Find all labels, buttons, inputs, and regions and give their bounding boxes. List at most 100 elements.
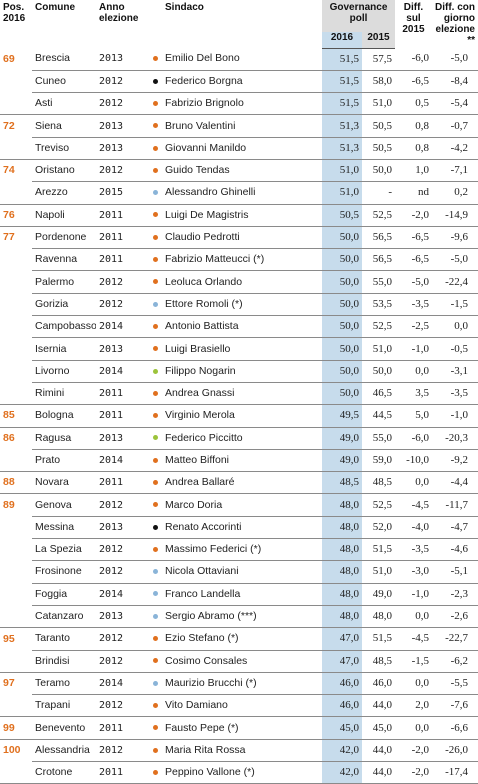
comune-cell: Treviso [32,137,96,160]
rank-cell [0,70,32,92]
header-pos: Pos. 2016 [0,0,32,48]
diff-2015-cell: -6,0 [395,427,432,450]
sindaco-cell: Federico Borgna [162,70,322,94]
rank-cell: 88 [0,471,32,495]
governance-2015-cell: 48,5 [362,471,395,495]
governance-2015-cell: 56,5 [362,226,395,250]
governance-2015-cell: 50,5 [362,137,395,160]
header-diff: Diff. sul 2015 [395,0,432,48]
anno-cell: 2013 [96,114,148,138]
header-row-top: Pos. 2016 Comune Anno elezione Sindaco Gov… [0,0,478,46]
diff-election-day-cell: -5,0 [432,48,478,71]
anno-cell: 2012 [96,159,148,183]
rank-cell: 77 [3,231,15,244]
party-dot-cell [148,315,162,339]
party-dot-cell [148,583,162,606]
table-row: 99 Benevento 2011 Fausto Pepe (*) 45,0 45,0 0,… [0,716,478,740]
rank-cell [0,382,32,406]
diff-election-day-cell: -17,4 [432,761,478,784]
diff-2015-cell: -6,0 [395,48,432,71]
party-dot-cell [148,293,162,317]
diff-2015-cell: -3,0 [395,560,432,584]
party-dot-cell [148,92,162,116]
party-dot-icon [152,435,158,441]
party-dot-icon [152,123,158,129]
sindaco-cell: Antonio Battista [162,315,322,339]
rank-cell [0,650,32,673]
table-row: Treviso 2013 Giovanni Manildo 51,3 50,5 0,8 -4… [0,137,478,160]
governance-2015-cell: 50,0 [362,360,395,383]
anno-cell: 2012 [96,694,148,718]
rank-cell [0,539,32,561]
party-dot-cell [148,226,162,250]
comune-cell: Messina [32,516,96,540]
diff-2015-cell: -6,5 [395,226,432,250]
sindaco-cell: Fausto Pepe (*) [162,716,322,740]
governance-2016-cell: 50,0 [322,315,362,339]
header-governance: Governance poll [322,0,395,32]
table-row: La Spezia 2012 Massimo Federici (*) 48,0 51,… [0,538,478,562]
rank-cell [0,316,32,338]
anno-cell: 2014 [96,583,148,606]
sindaco-cell: Alessandro Ghinelli [162,181,322,205]
table-row: 88 Novara 2011 Andrea Ballaré 48,5 48,5 0,0 -4,… [0,471,478,495]
anno-cell: 2012 [96,739,148,763]
comune-cell: Alessandria [32,739,96,763]
party-dot-cell [148,114,162,138]
header-diff-label3: 2015 [402,24,425,35]
anno-cell: 2012 [96,538,148,562]
comune-cell: La Spezia [32,538,96,562]
diff-election-day-cell: -4,6 [432,538,478,562]
governance-2016-cell: 50,0 [322,337,362,361]
header-comune: Comune [32,0,96,48]
header-comune-label: Comune [35,2,75,13]
diff-2015-cell: -10,0 [395,449,432,473]
party-dot-cell [148,493,162,517]
diff-2015-cell: 0,0 [395,360,432,383]
diff-2015-cell: -4,5 [395,627,432,651]
governance-2015-cell: 51,0 [362,560,395,584]
comune-cell: Livorno [32,360,96,383]
anno-cell: 2011 [96,248,148,272]
diff-2015-cell: -2,5 [395,315,432,339]
diff-election-day-cell: -3,5 [432,382,478,406]
governance-2016-cell: 48,0 [322,560,362,584]
party-dot-icon [152,546,158,552]
rank-cell: 97 [3,677,15,690]
governance-2015-cell: 59,0 [362,449,395,473]
diff-election-day-cell: -22,7 [432,627,478,651]
party-dot-cell [148,716,162,740]
header-diff-label1: Diff. [403,2,424,13]
table-row: Ravenna 2011 Fabrizio Matteucci (*) 50,0 56,… [0,248,478,272]
table-row: 95 Taranto 2012 Ezio Stefano (*) 47,0 51,5 -4,… [0,627,478,651]
rank-cell: 99 [0,716,32,740]
anno-cell: 2013 [96,337,148,361]
diff-2015-cell: -1,5 [395,650,432,673]
sindaco-cell: Federico Piccitto [162,427,322,450]
governance-2016-cell: 42,0 [322,739,362,763]
sindaco-cell: Claudio Pedrotti [162,226,322,250]
rank-cell [0,181,32,205]
header-year-2016-label: 2016 [330,31,354,43]
rank-cell [0,271,32,293]
header-year-2016: 2016 [322,31,362,49]
party-dot-icon [152,78,158,84]
governance-2016-cell: 51,5 [322,92,362,116]
governance-2015-cell: 52,5 [362,493,395,517]
diff-election-day-cell: -5,5 [432,672,478,696]
rank-cell [0,583,32,605]
comune-cell: Ravenna [32,248,96,272]
rank-cell: 72 [3,119,15,132]
header-anno-label2: elezione [99,13,139,24]
party-dot-cell [148,404,162,428]
diff-election-day-cell: -14,9 [432,204,478,227]
governance-2015-cell: 44,0 [362,739,395,763]
rank-cell [0,360,32,382]
header-governance-label2: poll [349,13,368,24]
party-dot-icon [152,702,158,708]
comune-cell: Frosinone [32,560,96,584]
governance-2015-cell: 45,0 [362,716,395,740]
diff-2015-cell: -1,0 [395,583,432,606]
table-row: 76 Napoli 2011 Luigi De Magistris 50,5 52,5 -2… [0,204,478,227]
